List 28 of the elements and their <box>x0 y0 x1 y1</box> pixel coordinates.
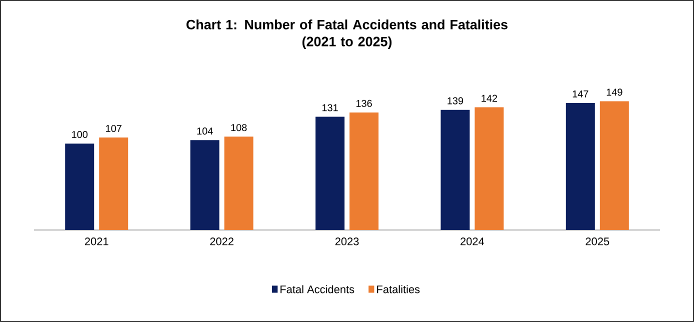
data-label: 104 <box>197 128 213 135</box>
bar <box>316 116 345 230</box>
bar <box>566 102 595 230</box>
x-tick-label: 2022 <box>210 238 234 246</box>
data-label: 147 <box>572 90 588 98</box>
data-label: 108 <box>231 124 247 132</box>
legend-label: Fatalities <box>377 285 420 294</box>
data-label: 131 <box>322 104 338 112</box>
bar <box>65 144 94 230</box>
x-tick-label: 2023 <box>335 238 359 246</box>
data-label: 149 <box>606 88 622 96</box>
x-tick-label: 2024 <box>460 238 484 246</box>
data-label: 136 <box>356 100 372 107</box>
chart-title: Chart 1: Number of Fatal Accidents and Fatalities (2021 to 2025) <box>186 20 508 49</box>
bar <box>600 101 629 230</box>
data-label: 142 <box>482 94 498 102</box>
data-label: 139 <box>448 97 464 104</box>
bar <box>440 110 470 230</box>
x-tick-label: 2025 <box>586 238 610 246</box>
bar <box>190 140 220 230</box>
bar <box>224 136 254 230</box>
bar <box>474 107 504 230</box>
data-label: 100 <box>72 130 88 138</box>
bar <box>99 138 128 230</box>
x-tick-label: 2021 <box>84 238 108 246</box>
data-label: 107 <box>106 124 122 132</box>
bar <box>350 112 379 230</box>
legend-label: Fatal Accidents <box>280 285 354 294</box>
